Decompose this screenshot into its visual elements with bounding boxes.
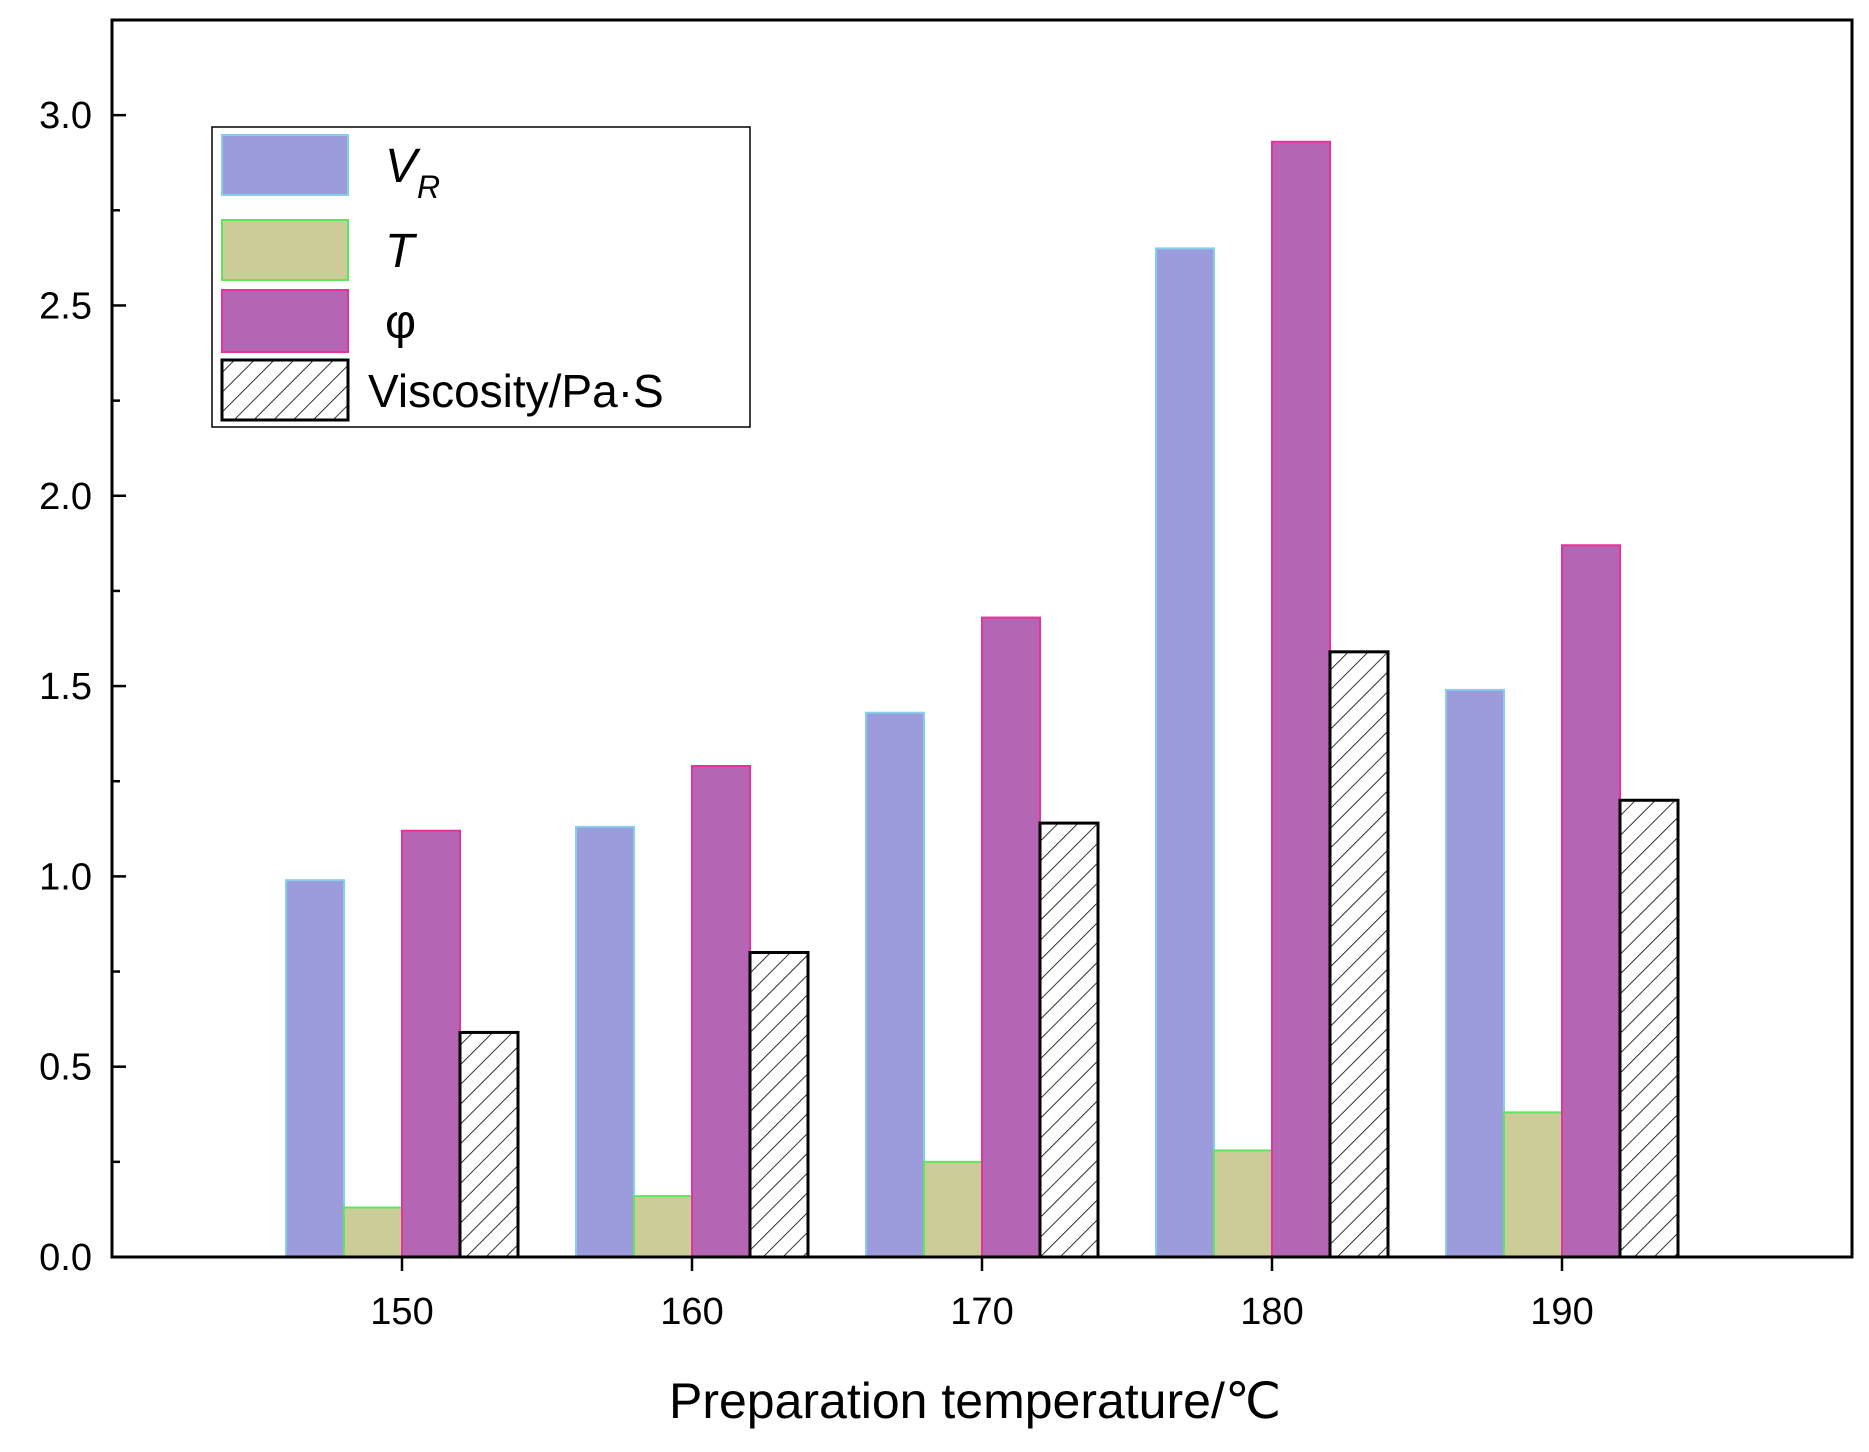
legend-item-1: VR [221, 134, 440, 205]
y-tick-label: 0.0 [39, 1237, 92, 1279]
bar-series3-170 [981, 616, 1041, 1258]
legend-item-4: Viscosity/Pa·S [220, 358, 664, 422]
legend-swatch [220, 358, 350, 422]
legend-item-3: φ [221, 289, 416, 353]
bar-series3-190 [1561, 544, 1621, 1258]
bar-series4-190 [1618, 798, 1680, 1259]
bar-series1-160 [575, 825, 635, 1258]
legend-label: T [385, 225, 418, 278]
bar-series1-170 [865, 711, 925, 1258]
bar-series4-180 [1328, 650, 1390, 1259]
y-tick-label: 0.5 [39, 1047, 92, 1089]
x-axis-label: Preparation temperature/℃ [669, 1373, 1281, 1429]
series-1 [285, 247, 1505, 1259]
bar-series4-150 [458, 1030, 520, 1259]
bar-series3-160 [691, 765, 751, 1258]
bar-series2-160 [633, 1195, 693, 1259]
bar-series4-160 [748, 951, 810, 1259]
x-tick-label-160: 160 [660, 1291, 723, 1333]
legend-swatch [221, 219, 349, 281]
bar-series3-150 [401, 829, 461, 1258]
legend-label: φ [385, 296, 416, 349]
y-tick-label: 2.0 [39, 476, 92, 518]
bar-series2-150 [343, 1206, 403, 1259]
bar-series3-180 [1271, 140, 1331, 1259]
bar-series1-150 [285, 879, 345, 1259]
y-tick-label: 1.0 [39, 856, 92, 898]
y-tick-label: 3.0 [39, 95, 92, 137]
legend-label: Viscosity/Pa·S [368, 365, 664, 417]
series-4 [458, 650, 1680, 1259]
legend-item-2: T [221, 219, 418, 281]
bar-series2-170 [923, 1160, 983, 1259]
bar-series1-190 [1445, 688, 1505, 1258]
y-tick-label: 1.5 [39, 666, 92, 708]
x-tick-label-150: 150 [370, 1291, 433, 1333]
series-3 [401, 140, 1621, 1259]
legend-swatch [221, 134, 349, 196]
bar-series1-180 [1155, 247, 1215, 1259]
x-tick-label-180: 180 [1240, 1291, 1303, 1333]
bar-series4-170 [1038, 821, 1100, 1259]
bar-series2-190 [1503, 1111, 1563, 1259]
legend-swatch [221, 289, 349, 353]
bar-series2-180 [1213, 1149, 1273, 1259]
x-tick-label-190: 190 [1530, 1291, 1593, 1333]
x-tick-label-170: 170 [950, 1291, 1013, 1333]
y-tick-label: 2.5 [39, 285, 92, 327]
